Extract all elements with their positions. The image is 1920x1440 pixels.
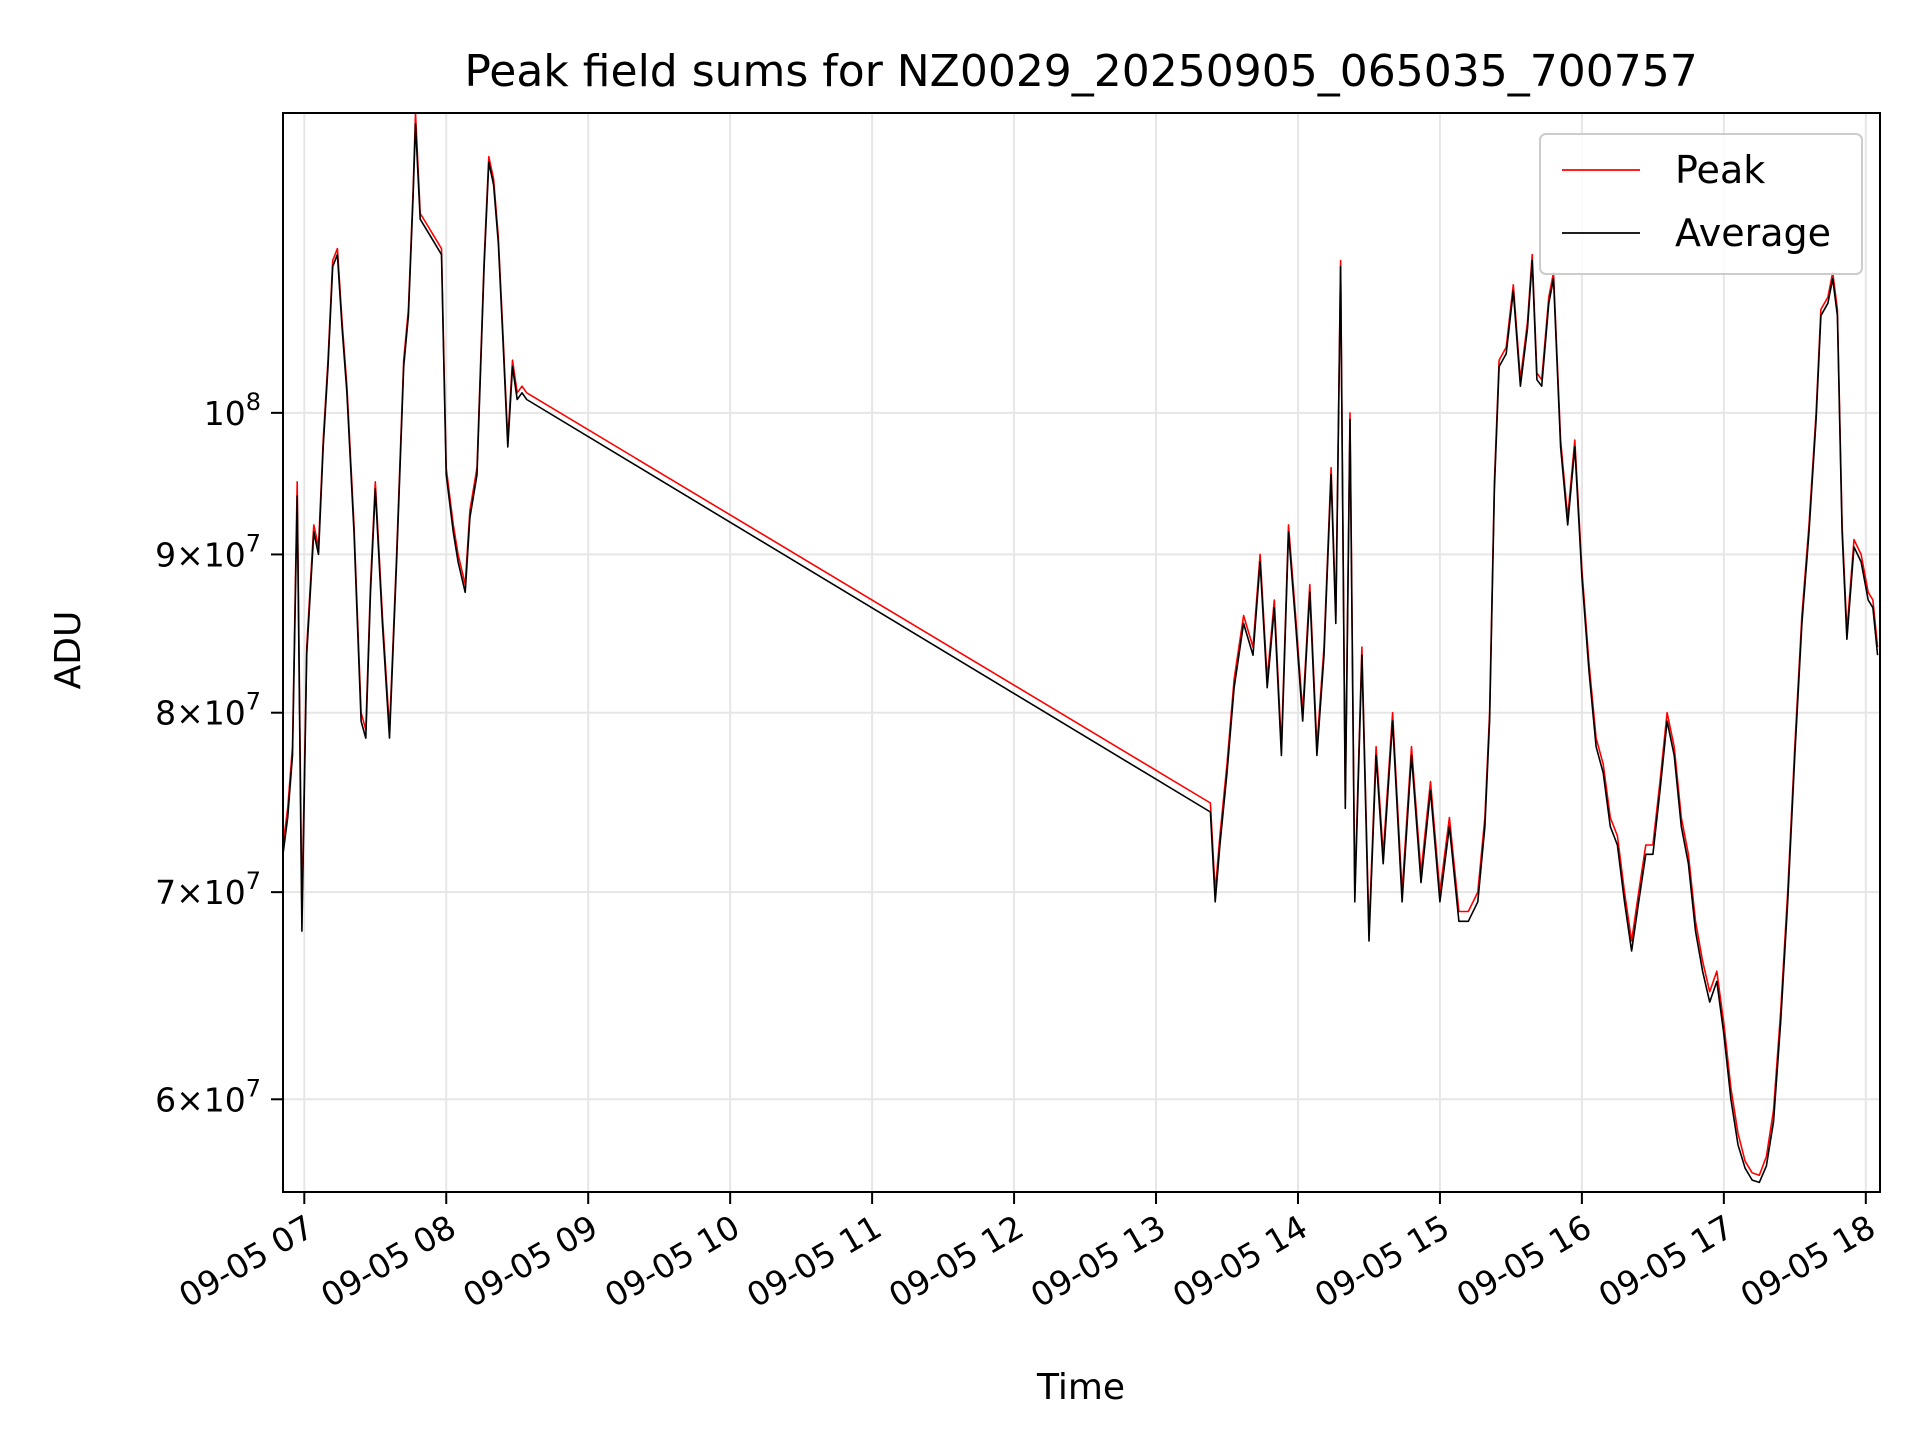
- y-tick-exponent: 7: [246, 529, 261, 557]
- y-tick-mantissa: 8: [155, 694, 176, 733]
- y-tick-label: 6×107: [155, 1074, 261, 1119]
- series-line-average: [282, 123, 1879, 1184]
- y-tick-mantissa: 9: [155, 535, 176, 574]
- y-axis-title: ADU: [48, 611, 89, 690]
- y-tick-times: ×10: [176, 873, 246, 912]
- y-tick-exponent: 7: [246, 1074, 261, 1102]
- y-tick-mantissa: 7: [155, 873, 176, 912]
- y-tick-times: ×10: [176, 694, 246, 733]
- y-tick-mantissa: 6: [155, 1080, 176, 1119]
- y-tick-exponent: 7: [246, 867, 261, 895]
- y-tick-label: 9×107: [155, 529, 261, 574]
- y-tick-base: 10: [204, 394, 246, 433]
- legend-label-peak: Peak: [1675, 148, 1765, 192]
- y-tick-label: 108: [204, 388, 261, 433]
- y-tick-label: 8×107: [155, 688, 261, 733]
- grid-lines: [283, 113, 1880, 1192]
- y-tick-times: ×10: [176, 535, 246, 574]
- legend: Peak Average: [1539, 133, 1863, 275]
- chart-title: Peak field sums for NZ0029_20250905_0650…: [464, 46, 1697, 97]
- x-axis-title: Time: [1036, 1367, 1125, 1408]
- legend-box: [1539, 133, 1863, 275]
- y-tick-exponent: 8: [246, 388, 261, 416]
- y-tick-exponent: 7: [246, 688, 261, 716]
- y-tick-times: ×10: [176, 1080, 246, 1119]
- series-lines: [282, 112, 1879, 1184]
- legend-label-average: Average: [1675, 211, 1831, 255]
- plot-frame: [282, 112, 1881, 1193]
- y-tick-label: 7×107: [155, 867, 261, 912]
